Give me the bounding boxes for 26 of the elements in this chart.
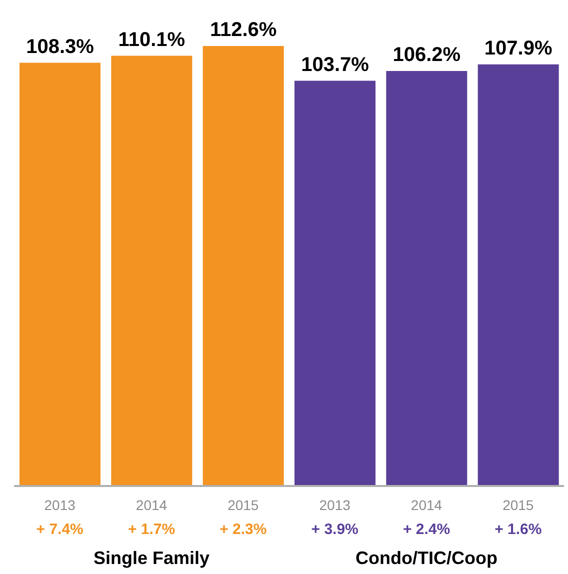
text: + 1.6% [494, 521, 542, 538]
data-label: 107.9% [484, 37, 552, 60]
data-label: 106.2% [392, 44, 461, 66]
x-tick-label: 2014 [136, 497, 168, 513]
data-label: 112.6% [210, 19, 277, 41]
text: + 2.4% [402, 521, 450, 538]
text: + 7.4% [36, 521, 84, 538]
bar [478, 64, 559, 486]
text: Single Family [93, 548, 210, 568]
data-label: 103.7% [301, 54, 370, 76]
bar [202, 46, 284, 486]
x-tick-label: 2015 [228, 497, 259, 513]
data-label: 108.3% [26, 36, 94, 58]
text: + 3.9% [311, 521, 358, 538]
data-label: 110.1% [118, 28, 186, 51]
bar [20, 62, 100, 486]
text: Condo/TIC/Coop [356, 548, 498, 568]
text: + 1.7% [128, 521, 176, 538]
x-tick-label: 2014 [410, 497, 442, 513]
bar [386, 71, 468, 486]
x-tick-label: 2013 [44, 497, 76, 513]
x-tick-label: 2013 [319, 497, 351, 513]
x-tick-label: 2015 [502, 497, 534, 513]
bar [294, 80, 376, 486]
text: + 2.3% [220, 521, 267, 538]
bar [111, 56, 192, 486]
